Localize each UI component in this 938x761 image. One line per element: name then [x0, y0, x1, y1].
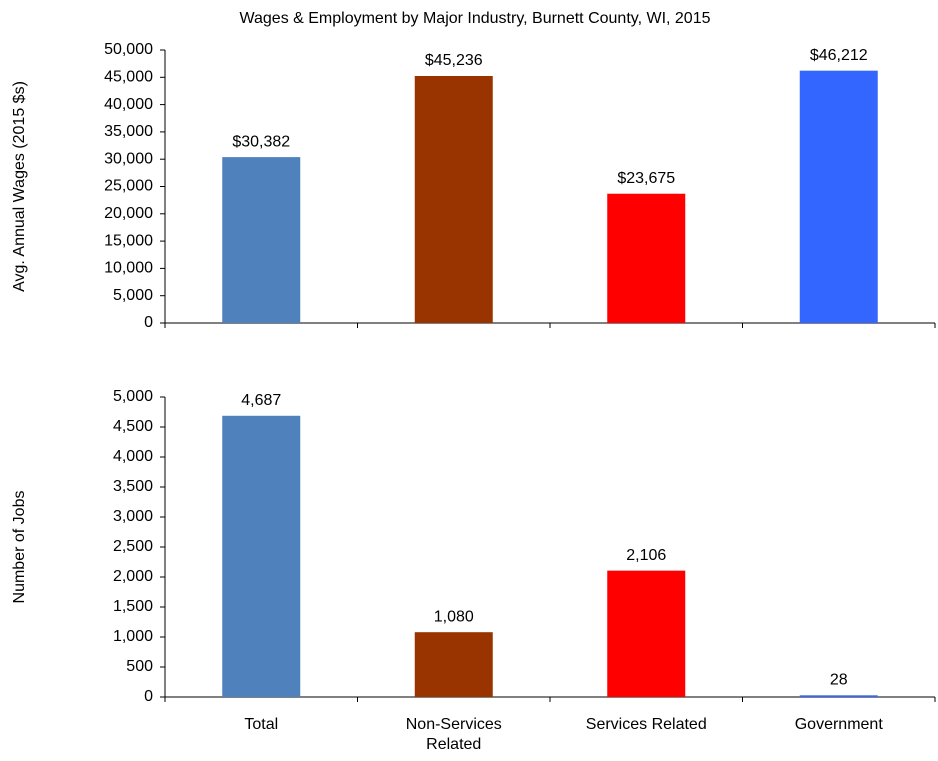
bar	[222, 415, 301, 697]
data-label: 2,106	[626, 547, 666, 564]
data-label: $45,236	[425, 52, 483, 69]
bar	[607, 193, 686, 323]
bar	[414, 76, 493, 323]
x-tick-label: Total	[244, 716, 279, 733]
x-tick-label: Services Related	[585, 716, 707, 733]
y-tick-label: 35,000	[104, 123, 153, 140]
x-tick-label: Government	[794, 716, 883, 733]
data-label: $23,675	[617, 170, 675, 187]
y-tick-label: 4,500	[113, 418, 153, 435]
y-tick-label: 10,000	[104, 260, 153, 277]
y-tick-label: 1,000	[113, 628, 153, 645]
y-tick-label: 50,000	[104, 41, 153, 58]
y-tick-label: 1,500	[113, 598, 153, 615]
data-label: $30,382	[232, 133, 290, 150]
y-tick-label: 40,000	[104, 96, 153, 113]
y-tick-label: 0	[144, 688, 153, 705]
data-label: 1,080	[434, 608, 474, 625]
y-tick-label: 0	[144, 314, 153, 331]
y-axis-label: Number of Jobs	[11, 491, 28, 604]
y-tick-label: 500	[126, 658, 153, 675]
data-label: 4,687	[241, 392, 281, 409]
bar	[607, 570, 686, 697]
y-tick-label: 45,000	[104, 69, 153, 86]
bar	[414, 632, 493, 697]
x-tick-label: Non-Services Related	[405, 716, 502, 753]
chart-title: Wages & Employment by Major Industry, Bu…	[239, 10, 710, 27]
bar	[799, 695, 878, 697]
y-tick-label: 30,000	[104, 150, 153, 167]
y-tick-label: 15,000	[104, 232, 153, 249]
y-tick-label: 20,000	[104, 205, 153, 222]
data-label: 28	[830, 672, 848, 689]
y-tick-label: 2,000	[113, 568, 153, 585]
bar	[799, 70, 878, 323]
y-tick-label: 2,500	[113, 538, 153, 555]
y-axis-label: Avg. Annual Wages (2015 $s)	[11, 81, 28, 292]
y-tick-label: 5,000	[113, 388, 153, 405]
data-label: $46,212	[810, 47, 868, 64]
y-tick-label: 4,000	[113, 448, 153, 465]
y-tick-label: 25,000	[104, 178, 153, 195]
y-tick-label: 3,000	[113, 508, 153, 525]
y-tick-label: 3,500	[113, 478, 153, 495]
bar	[222, 157, 301, 323]
y-tick-label: 5,000	[113, 287, 153, 304]
